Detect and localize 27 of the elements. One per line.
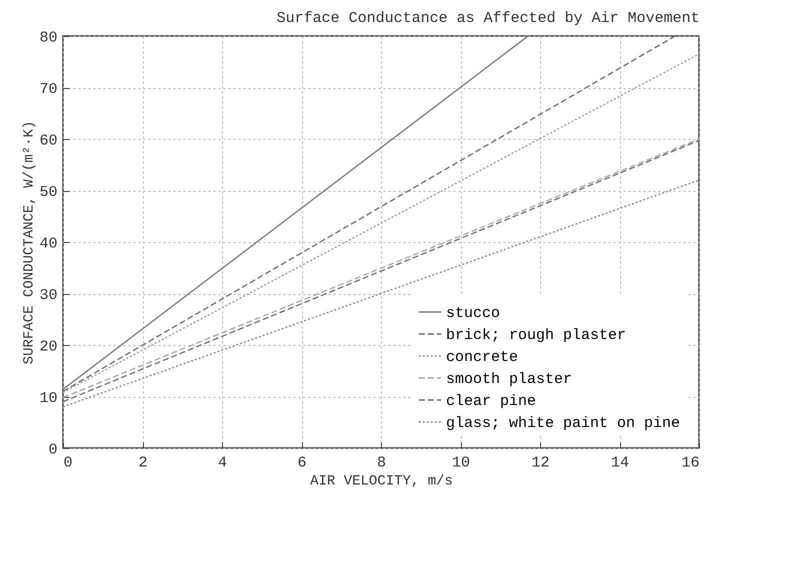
- x-tick-label: 2: [138, 454, 148, 472]
- y-tick-label: 60: [39, 132, 58, 150]
- y-tick-label: 30: [39, 287, 58, 304]
- x-tick-label: 10: [452, 454, 470, 472]
- legend-label: stucco: [446, 305, 500, 322]
- y-tick-label: 0: [48, 442, 58, 458]
- y-tick-label: 40: [39, 236, 58, 252]
- chart-title: Surface Conductance as Affected by Air Movement: [276, 10, 700, 27]
- x-tick-label: 0: [64, 454, 73, 472]
- x-tick-label: 6: [297, 454, 307, 472]
- y-axis-title: SURFACE CONDUCTANCE, W/(m²·K): [21, 120, 38, 364]
- x-tick-label: 16: [681, 454, 700, 472]
- x-tick-label: 4: [218, 454, 228, 472]
- legend-label: concrete: [446, 349, 518, 366]
- x-tick-label: 14: [610, 454, 630, 472]
- legend-label: glass; white paint on pine: [446, 415, 680, 432]
- legend-label: brick; rough plaster: [446, 327, 626, 344]
- legend-label: clear pine: [446, 393, 536, 410]
- legend-label: smooth plaster: [446, 371, 572, 388]
- x-tick-label: 12: [531, 454, 550, 472]
- y-tick-label: 10: [39, 390, 58, 407]
- x-axis-title: AIR VELOCITY, m/s: [310, 474, 453, 490]
- y-tick-label: 50: [39, 184, 58, 201]
- x-tick-label: 8: [376, 454, 386, 472]
- y-tick-label: 20: [39, 338, 58, 356]
- y-tick-label: 70: [39, 81, 58, 98]
- y-tick-label: 80: [39, 30, 58, 46]
